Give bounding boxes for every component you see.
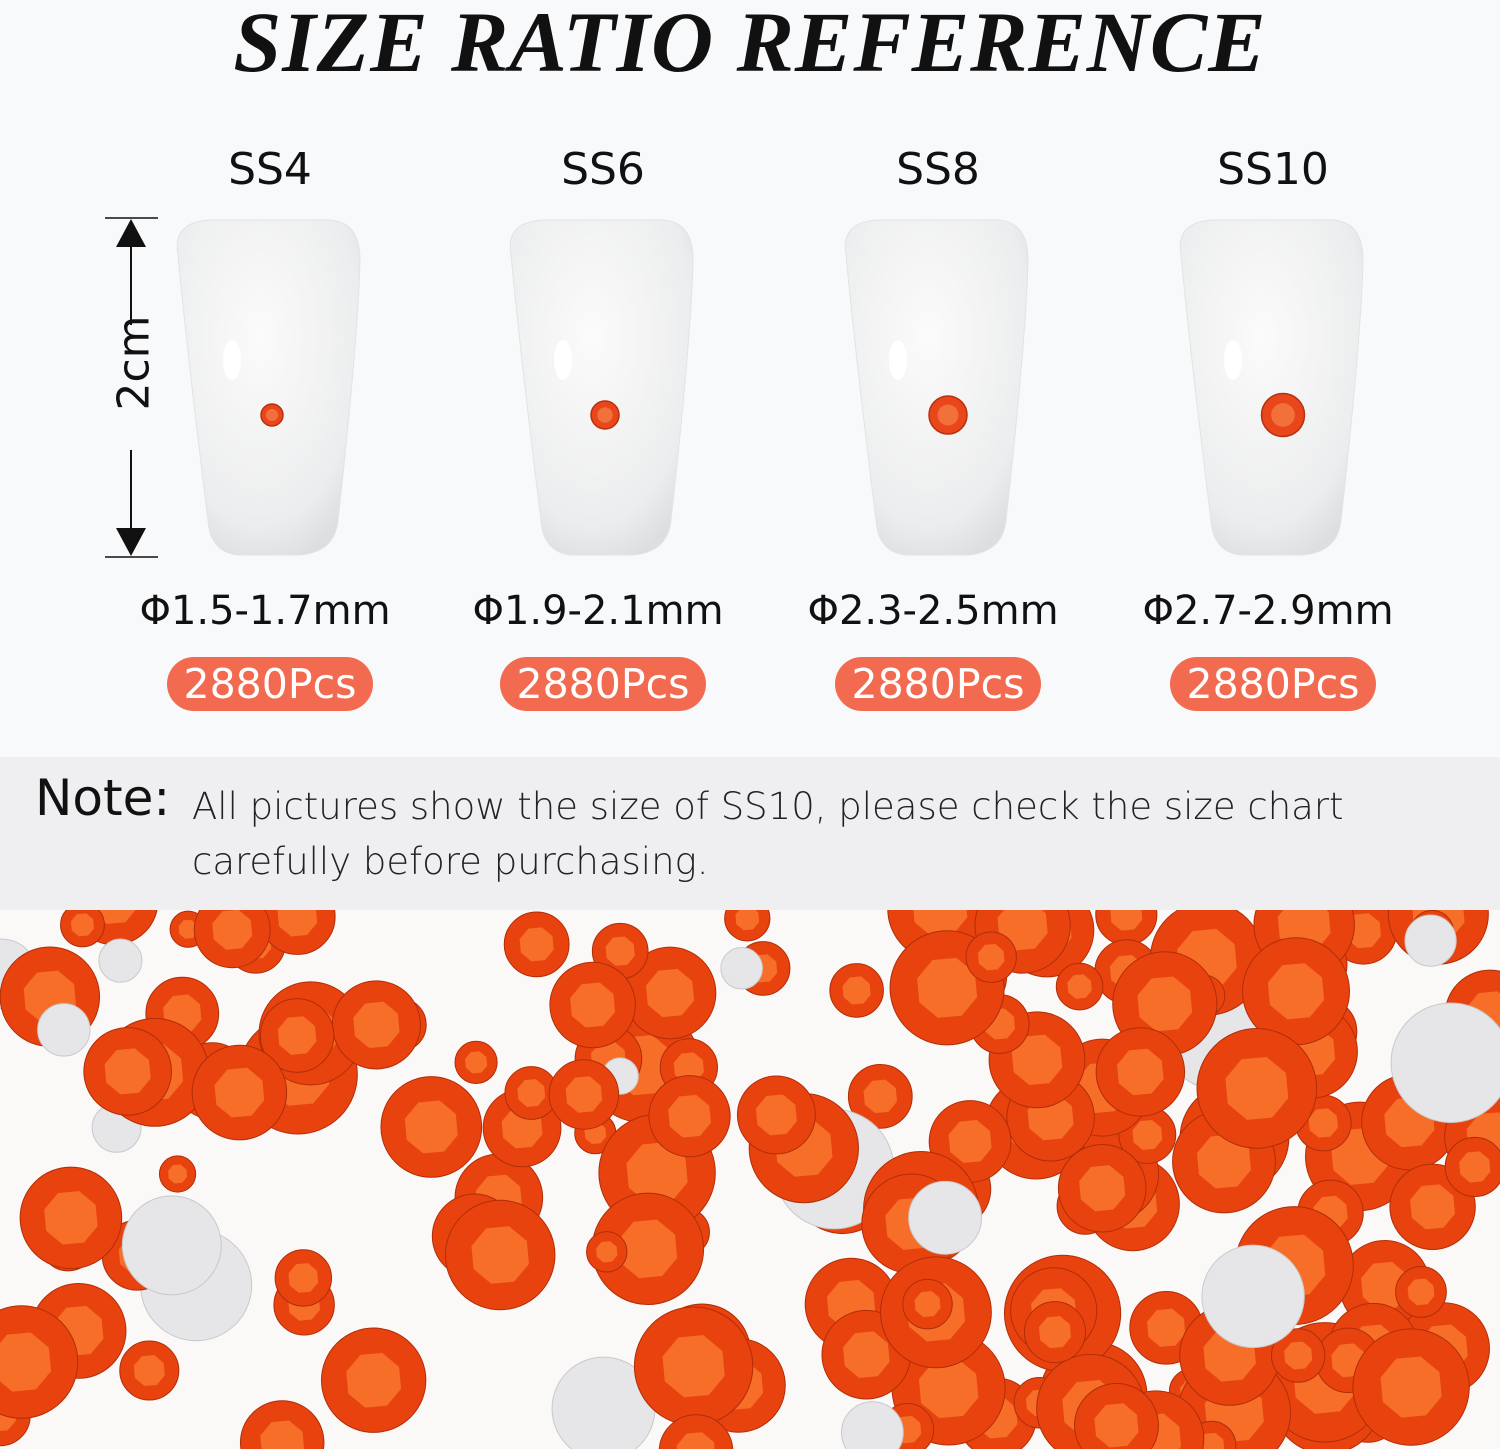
nail-tip (453, 200, 753, 560)
silver-backing (1201, 1244, 1305, 1349)
rhinestone (444, 1199, 556, 1311)
height-ruler (100, 215, 160, 560)
note-text: All pictures show the size of SS10, plea… (192, 785, 1344, 883)
nail-image (176, 219, 361, 556)
rhinestone (1057, 1143, 1147, 1233)
rhinestone (1196, 1028, 1318, 1149)
rhinestone (454, 1040, 498, 1084)
rhinestone (119, 1340, 180, 1401)
count-badge: 2880Pcs (167, 657, 373, 711)
note-label: Note: (35, 769, 171, 827)
rhinestone (158, 1155, 197, 1193)
nail-tip (1123, 200, 1423, 560)
rhinestone (633, 1306, 754, 1426)
rhinestone (193, 910, 271, 969)
silver-backing (1390, 1002, 1500, 1123)
double-arrow-icon (105, 217, 158, 558)
rhinestone (1055, 962, 1104, 1011)
rhinestone (1270, 1328, 1326, 1383)
size-column-ss10: SS10 (1123, 140, 1423, 560)
rhinestone (1395, 1266, 1447, 1318)
rhinestone (259, 910, 336, 955)
count-badge: 2880Pcs (835, 657, 1041, 711)
rhinestone (259, 998, 335, 1073)
rhinestone (19, 1166, 123, 1270)
rhinestone (1352, 1328, 1470, 1446)
silver-backing (121, 1195, 222, 1296)
size-column-ss8: SS8 (788, 140, 1088, 560)
rhinestone (623, 946, 717, 1040)
silver-backing (98, 938, 143, 983)
rhinestone (83, 1027, 172, 1116)
size-name: SS10 (1217, 144, 1329, 195)
rhinestone (504, 1066, 559, 1120)
rhinestone (1095, 1027, 1186, 1117)
rhinestone (60, 910, 105, 948)
rhinestone (239, 1400, 325, 1449)
rhinestone (503, 911, 570, 978)
page-title: SIZE RATIO REFERENCE (233, 0, 1267, 90)
rhinestone (321, 1327, 427, 1433)
silver-backing (908, 1180, 983, 1255)
rhinestone (591, 1192, 705, 1306)
rhinestone (829, 963, 884, 1018)
diameter-label: Φ2.3-2.5mm (807, 588, 1059, 634)
nail-image (844, 219, 1029, 556)
nail-tip (120, 200, 420, 560)
diameter-label: Φ2.7-2.9mm (1142, 588, 1394, 634)
rhinestone (586, 1231, 628, 1273)
size-name: SS6 (561, 144, 645, 195)
rhinestone (658, 1414, 734, 1449)
rhinestone (191, 1044, 288, 1141)
count-badge: 2880Pcs (1170, 657, 1376, 711)
rhinestone (1444, 1136, 1500, 1198)
nail-image (1179, 219, 1364, 556)
rhinestone (380, 1076, 483, 1178)
silver-backing (841, 1401, 904, 1449)
rhinestone (1023, 1301, 1086, 1364)
rhinestone (549, 961, 636, 1049)
rhinestone (1074, 1382, 1159, 1449)
nail-tip (788, 200, 1088, 560)
rhinestone (965, 931, 1017, 983)
rhinestone (847, 1063, 913, 1129)
rhinestone (902, 1278, 953, 1330)
rhinestone (724, 910, 771, 942)
count-badge: 2880Pcs (500, 657, 706, 711)
silver-backing (720, 946, 763, 990)
rhinestone (548, 1059, 620, 1130)
nail-image (509, 219, 694, 556)
rhinestone (1241, 937, 1350, 1046)
diameter-label: Φ1.5-1.7mm (139, 588, 391, 634)
note-band: Note: All pictures show the size of SS10… (0, 757, 1500, 910)
rhinestone (736, 1075, 816, 1155)
rhinestone (331, 980, 421, 1070)
rhinestone-photo (0, 910, 1500, 1449)
size-name: SS8 (896, 144, 980, 195)
diameter-label: Φ1.9-2.1mm (472, 588, 724, 634)
rhinestone (0, 1305, 79, 1419)
rhinestone (648, 1075, 731, 1158)
silver-backing (1404, 914, 1457, 967)
size-name: SS4 (228, 144, 312, 195)
silver-backing (37, 1003, 91, 1057)
size-column-ss4: SS4 (120, 140, 420, 560)
rhinestone (274, 1249, 333, 1307)
size-column-ss6: SS6 (453, 140, 753, 560)
